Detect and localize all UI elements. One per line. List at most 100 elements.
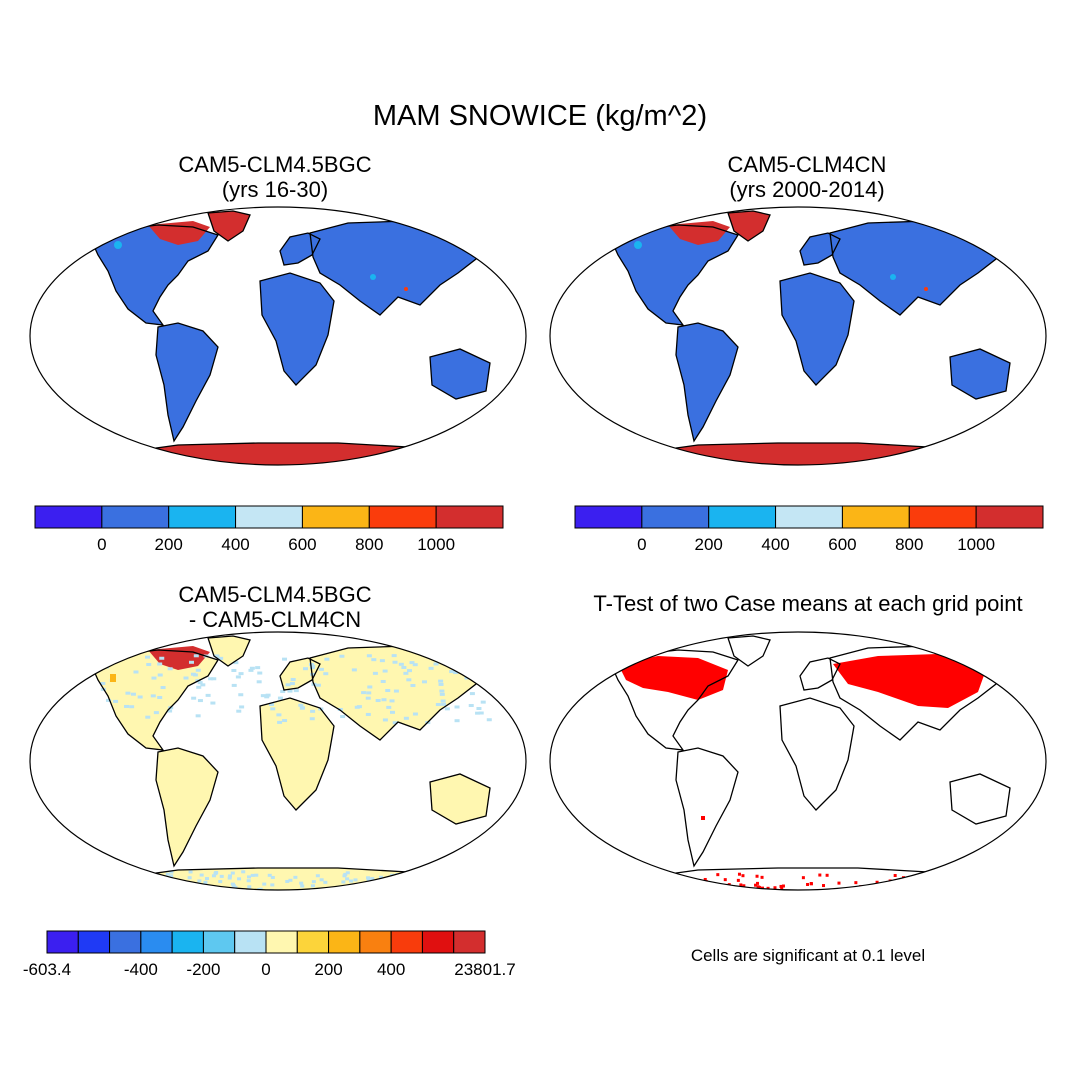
significant-cell-antarctic xyxy=(970,880,974,884)
significant-cell-antarctic xyxy=(656,887,660,890)
diff-cell-negative xyxy=(125,691,131,695)
diff-cell-antarctic xyxy=(345,871,350,875)
coastline-australia xyxy=(949,773,1011,825)
colorbar-box xyxy=(708,505,777,529)
diff-cell-negative xyxy=(282,719,288,723)
diff-cell-antarctic xyxy=(315,874,320,878)
significant-cell-antarctic xyxy=(822,884,826,888)
diff-cell-negative xyxy=(277,696,283,700)
diff-cell-antarctic xyxy=(241,870,246,874)
map-border xyxy=(29,206,527,466)
continent-africa xyxy=(260,273,334,385)
diff-cell-negative xyxy=(389,710,395,714)
significant-cell-antarctic xyxy=(681,884,685,888)
diff-cell-antarctic xyxy=(207,889,212,890)
diff-cell-negative xyxy=(381,698,387,702)
diff-cell-antarctic xyxy=(353,878,358,882)
continent-asia xyxy=(310,221,488,315)
diff-cell-negative xyxy=(197,681,203,685)
significant-cell-antarctic xyxy=(969,873,973,877)
diff-cell-antarctic xyxy=(230,882,235,886)
diff-cell-antarctic xyxy=(213,872,218,876)
diff-cell-negative xyxy=(211,677,217,681)
diff-cell-antarctic xyxy=(133,880,138,884)
panel-title-tl: CAM5-CLM4.5BGC (yrs 16-30) xyxy=(120,152,430,202)
diff-cell-antarctic xyxy=(406,889,411,890)
diff-cell-negative xyxy=(299,706,305,710)
diff-cell-negative xyxy=(365,696,371,700)
diff-cell-antarctic xyxy=(188,888,193,890)
diff-cell-antarctic xyxy=(205,885,210,889)
coastline-greenland xyxy=(207,210,251,242)
diff-cell-negative xyxy=(257,671,263,675)
diff-cell-negative xyxy=(282,657,288,661)
significant-cell-antarctic xyxy=(958,883,962,887)
colorbar-box xyxy=(435,505,504,529)
significant-cell-antarctic xyxy=(893,874,897,878)
diff-cell-negative xyxy=(293,689,299,693)
significant-cell-antarctic xyxy=(741,874,745,878)
diff-cell-antarctic xyxy=(246,875,251,879)
significant-cell-antarctic xyxy=(943,885,947,889)
diff-cell-negative xyxy=(195,668,201,672)
significant-cell-antarctic xyxy=(703,877,707,881)
continent-australia xyxy=(430,349,490,399)
diff-cell-negative xyxy=(435,703,441,707)
diff-cell-negative xyxy=(167,709,173,713)
continent-south-america xyxy=(676,323,738,441)
diff-cell-antarctic xyxy=(200,887,205,890)
significant-cell-antarctic xyxy=(887,883,891,887)
significant-cell-antarctic xyxy=(682,884,686,888)
diff-cell-antarctic xyxy=(164,886,169,890)
significant-cell-antarctic xyxy=(756,881,760,885)
colorbar-box xyxy=(975,505,1044,529)
colorbar-tick-label: 1000 xyxy=(417,535,455,554)
diff-cell-negative xyxy=(366,654,372,658)
continent-europe xyxy=(280,658,320,690)
continent-south-america xyxy=(156,748,218,866)
diff-cell-negative xyxy=(208,677,214,681)
continent-europe xyxy=(280,233,320,265)
coastline-europe xyxy=(279,657,321,691)
colorbar-tick-label: 200 xyxy=(314,960,342,979)
colorbar-box xyxy=(453,930,486,954)
colorbar-box xyxy=(109,930,142,954)
diff-cell-antarctic xyxy=(147,877,152,881)
significant-cell-antarctic xyxy=(655,885,659,889)
diff-cell-antarctic xyxy=(211,874,216,878)
significant-cell-antarctic xyxy=(704,884,708,888)
significant-cell-antarctic xyxy=(709,889,713,890)
significant-cell-antarctic xyxy=(755,874,759,878)
coastline-south-america xyxy=(155,322,219,443)
significant-cell-antarctic xyxy=(806,882,810,886)
colorbar-tick-label: 1000 xyxy=(957,535,995,554)
significant-cell-andes xyxy=(701,816,705,820)
significant-cell-antarctic xyxy=(737,872,741,876)
coastline-australia xyxy=(429,348,491,400)
significant-cell-antarctic xyxy=(967,883,971,887)
diff-cell-negative xyxy=(365,712,371,716)
diff-cell-negative xyxy=(386,705,392,709)
diff-cell-negative xyxy=(195,714,201,718)
significant-cell-antarctic xyxy=(960,880,964,884)
diff-cell-negative xyxy=(205,693,211,697)
diff-cell-negative xyxy=(255,666,261,670)
colorbar-box xyxy=(296,930,330,954)
significant-cell-antarctic xyxy=(875,880,879,884)
significant-cell-antarctic xyxy=(739,883,743,887)
diff-cell-antarctic xyxy=(405,886,410,890)
diff-cell-negative xyxy=(233,661,239,665)
diff-cell-negative xyxy=(122,654,128,658)
diff-cell-antarctic xyxy=(349,879,354,883)
significant-cell-antarctic xyxy=(664,882,668,886)
significant-cell-antarctic xyxy=(853,887,857,890)
diff-cell-antarctic xyxy=(417,883,422,887)
diff-cell-negative xyxy=(130,692,136,696)
diff-cell-antarctic xyxy=(437,879,442,883)
diff-cell-antarctic xyxy=(254,873,259,877)
diff-cell-negative xyxy=(318,667,324,671)
significant-cell-antarctic xyxy=(760,875,764,879)
panel-title-bl-line2: - CAM5-CLM4CN xyxy=(188,607,362,632)
map-border xyxy=(29,631,527,891)
colorbar-box xyxy=(775,505,843,529)
